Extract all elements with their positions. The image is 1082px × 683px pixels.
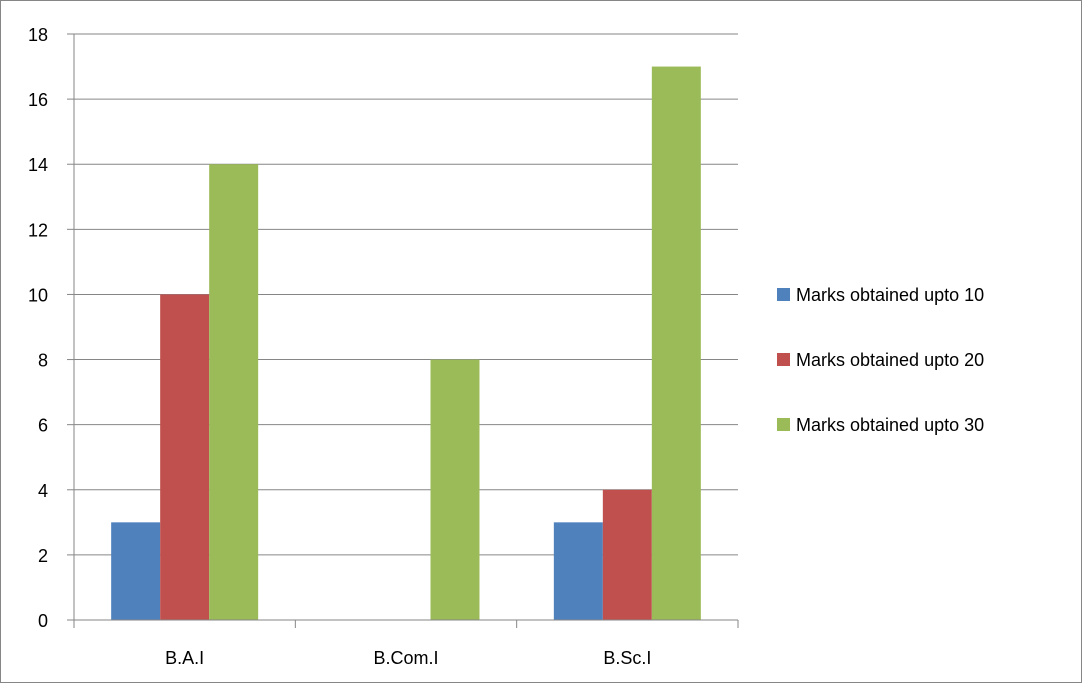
legend-swatch — [777, 418, 790, 431]
legend-label: Marks obtained upto 10 — [796, 285, 984, 305]
x-tick-label: B.Com.I — [373, 648, 438, 668]
y-tick-label: 2 — [38, 546, 48, 566]
bar-2-b-a-i — [160, 294, 210, 620]
legend-swatch — [777, 288, 790, 301]
y-tick-label: 14 — [28, 155, 48, 175]
bar-3-b-sc-i — [651, 66, 701, 621]
x-tick-label: B.Sc.I — [603, 648, 651, 668]
bar-1-b-sc-i — [553, 522, 603, 620]
x-tick-label: B.A.I — [165, 648, 204, 668]
bars — [111, 66, 701, 621]
y-tick-label: 12 — [28, 220, 48, 240]
bar-1-b-a-i — [111, 522, 161, 620]
y-tick-label: 18 — [28, 25, 48, 45]
axes — [67, 33, 739, 628]
legend-swatch — [777, 353, 790, 366]
y-tick-label: 6 — [38, 416, 48, 436]
y-tick-labels: 0 2 4 6 8 10 12 14 16 18 — [28, 25, 48, 631]
legend-label: Marks obtained upto 30 — [796, 415, 984, 435]
legend: Marks obtained upto 10 Marks obtained upt… — [777, 285, 984, 435]
bar-2-b-sc-i — [602, 489, 652, 620]
y-tick-label: 4 — [38, 481, 48, 501]
x-tick-labels: B.A.I B.Com.I B.Sc.I — [165, 648, 651, 668]
bar-3-b-a-i — [209, 164, 259, 620]
y-tick-label: 8 — [38, 351, 48, 371]
y-tick-label: 16 — [28, 90, 48, 110]
y-tick-label: 0 — [38, 611, 48, 631]
legend-label: Marks obtained upto 20 — [796, 350, 984, 370]
y-tick-label: 10 — [28, 285, 48, 305]
bar-3-b-com-i — [430, 359, 480, 620]
